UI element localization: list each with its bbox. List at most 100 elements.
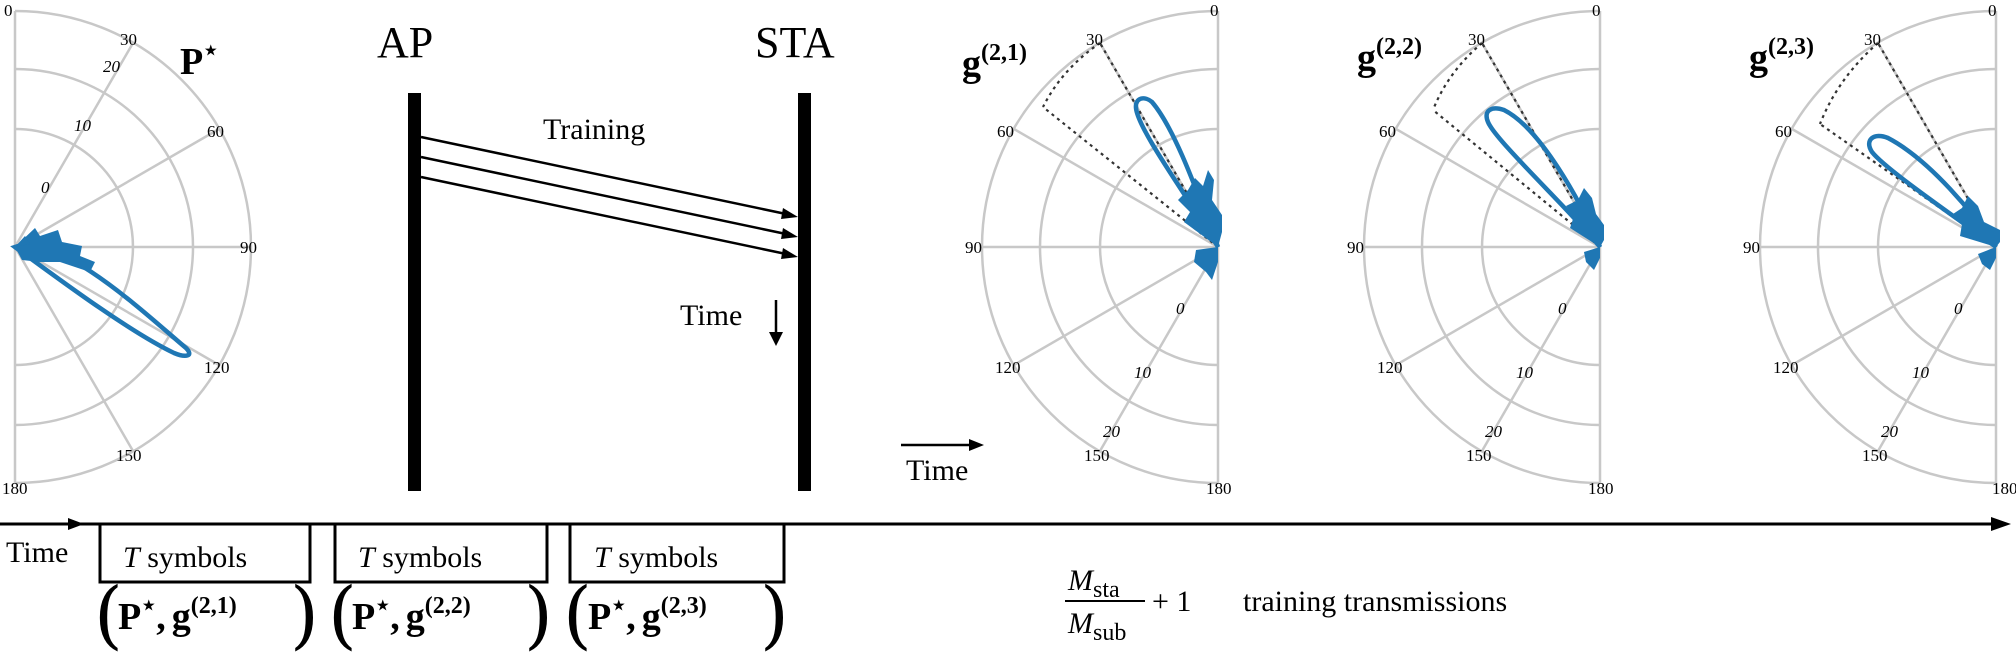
angle-tick: 180 bbox=[1992, 479, 2016, 498]
main-lobe bbox=[1866, 133, 1998, 249]
beam-pair-2: ( P⋆, g(2,2) ) bbox=[328, 572, 553, 658]
side-lobes bbox=[15, 228, 95, 272]
side-lobes bbox=[1950, 196, 2000, 247]
radial-tick: 0 bbox=[1176, 299, 1185, 318]
angle-tick: 150 bbox=[1084, 446, 1110, 465]
polar-plot-p-star: 0 30 60 90 120 150 180 20 10 0 P⋆ bbox=[2, 1, 257, 498]
radial-tick: 0 bbox=[1954, 299, 1963, 318]
polar-plot-g21: 0 30 60 90 120 150 180 0 10 20 g(2,1) bbox=[962, 1, 1232, 498]
svg-text:): ) bbox=[524, 572, 553, 658]
plot-label-g21: g(2,1) bbox=[962, 40, 1027, 85]
mid-time-label: Time bbox=[906, 454, 968, 487]
timeline: Time T symbols ( P⋆, g(2,1) ) T symbols (… bbox=[0, 517, 2011, 658]
beam-pair-1: ( P⋆, g(2,1) ) bbox=[94, 572, 319, 658]
sta-label: STA bbox=[755, 18, 835, 67]
side-lobes bbox=[1978, 247, 1996, 270]
svg-text:P⋆,g(2,1): P⋆, g(2,1) bbox=[118, 593, 237, 638]
polar-grid-spoke bbox=[1098, 246, 1220, 452]
radial-tick: 20 bbox=[103, 57, 121, 76]
angle-tick: 60 bbox=[1775, 122, 1792, 141]
polar-grid-spoke bbox=[13, 42, 135, 248]
radial-tick: 10 bbox=[1516, 363, 1534, 382]
angle-tick: 90 bbox=[1743, 238, 1760, 257]
ap-lifeline bbox=[408, 93, 421, 491]
training-arrows bbox=[420, 135, 787, 256]
polar-plot-g22: 0 30 60 90 120 150 180 0 10 20 g(2,2) bbox=[1347, 1, 1614, 498]
plot-label-p-star: P⋆ bbox=[180, 38, 218, 83]
symbol-box-3 bbox=[568, 522, 786, 584]
radial-tick: 10 bbox=[1912, 363, 1930, 382]
angle-tick: 0 bbox=[1988, 1, 1997, 20]
angle-tick: 90 bbox=[1347, 238, 1364, 257]
polar-grid-spoke bbox=[13, 246, 135, 452]
polar-grid-spoke bbox=[1395, 245, 1601, 367]
sta-lifeline bbox=[798, 93, 811, 491]
sector-boundary bbox=[1877, 42, 1997, 248]
angle-tick: 0 bbox=[4, 1, 13, 20]
angle-tick: 120 bbox=[995, 358, 1021, 377]
plus-one: + 1 bbox=[1152, 585, 1191, 618]
polar-grid-spoke bbox=[1791, 245, 1997, 367]
sector-boundary bbox=[1481, 42, 1601, 248]
plot-label-g23: g(2,3) bbox=[1749, 34, 1814, 79]
main-lobe bbox=[1133, 96, 1221, 249]
radial-tick: 10 bbox=[74, 116, 92, 135]
polar-grid-spoke bbox=[1395, 127, 1601, 249]
polar-grid-spoke bbox=[1013, 127, 1219, 249]
side-lobes bbox=[1566, 188, 1604, 247]
sector-arc bbox=[1818, 42, 1879, 125]
svg-text:P⋆,g(2,3): P⋆, g(2,3) bbox=[588, 593, 707, 638]
svg-text:): ) bbox=[290, 572, 319, 658]
angle-tick: 120 bbox=[1377, 358, 1403, 377]
beam-pair-3: ( P⋆, g(2,3) ) bbox=[563, 572, 789, 658]
angle-tick: 30 bbox=[120, 30, 137, 49]
radial-tick: 20 bbox=[1485, 422, 1503, 441]
symbol-box-1-label: T symbols bbox=[123, 541, 247, 574]
seq-time-arrowhead bbox=[769, 332, 783, 346]
angle-tick: 30 bbox=[1864, 30, 1881, 49]
svg-text:): ) bbox=[760, 572, 789, 658]
beam-pattern-g22 bbox=[1484, 106, 1604, 270]
radial-tick: 0 bbox=[41, 178, 50, 197]
polar-plot-g23: 0 30 60 90 120 150 180 0 10 20 g(2,3) bbox=[1743, 1, 2016, 498]
training-arrowheads bbox=[781, 208, 798, 259]
message-sequence: AP STA Training Time bbox=[377, 18, 835, 491]
symbol-box-3-label: T symbols bbox=[594, 541, 718, 574]
polar-grid-spoke bbox=[1876, 246, 1998, 452]
beam-pattern-g21 bbox=[1133, 96, 1222, 280]
svg-text:(: ( bbox=[328, 572, 357, 658]
transmissions-label: training transmissions bbox=[1243, 585, 1507, 618]
polar-grid-spoke bbox=[14, 127, 220, 249]
side-lobes bbox=[1584, 247, 1600, 270]
sector-boundary bbox=[1099, 42, 1219, 248]
svg-text:(: ( bbox=[563, 572, 592, 658]
side-lobes bbox=[15, 236, 30, 247]
radial-tick: 20 bbox=[1881, 422, 1899, 441]
symbol-box-1 bbox=[98, 522, 312, 584]
angle-tick: 60 bbox=[207, 122, 224, 141]
angle-tick: 90 bbox=[240, 238, 257, 257]
mid-time-indicator: Time bbox=[901, 439, 984, 487]
angle-tick: 30 bbox=[1086, 30, 1103, 49]
timeline-time-label: Time bbox=[6, 536, 68, 569]
angle-tick: 150 bbox=[1862, 446, 1888, 465]
angle-tick: 0 bbox=[1210, 1, 1219, 20]
angle-tick: 60 bbox=[997, 122, 1014, 141]
sector-arc bbox=[1042, 42, 1101, 108]
transmission-count: Msta Msub + 1 training transmissions bbox=[1065, 564, 1507, 646]
beam-pattern-p-star bbox=[10, 228, 192, 358]
radial-tick: 20 bbox=[1103, 422, 1121, 441]
angle-tick: 30 bbox=[1468, 30, 1485, 49]
symbol-box-2 bbox=[333, 522, 549, 584]
symbol-box-2-label: T symbols bbox=[358, 541, 482, 574]
timeline-arrowhead bbox=[1991, 517, 2011, 531]
angle-tick: 180 bbox=[1588, 479, 1614, 498]
side-lobes bbox=[1178, 170, 1222, 247]
beam-pattern-g23 bbox=[1866, 133, 2000, 270]
svg-text:P⋆,g(2,2): P⋆, g(2,2) bbox=[352, 593, 471, 638]
svg-text:(: ( bbox=[94, 572, 123, 658]
sector-arc bbox=[1431, 42, 1483, 111]
angle-tick: 120 bbox=[204, 358, 230, 377]
ap-label: AP bbox=[377, 18, 433, 67]
